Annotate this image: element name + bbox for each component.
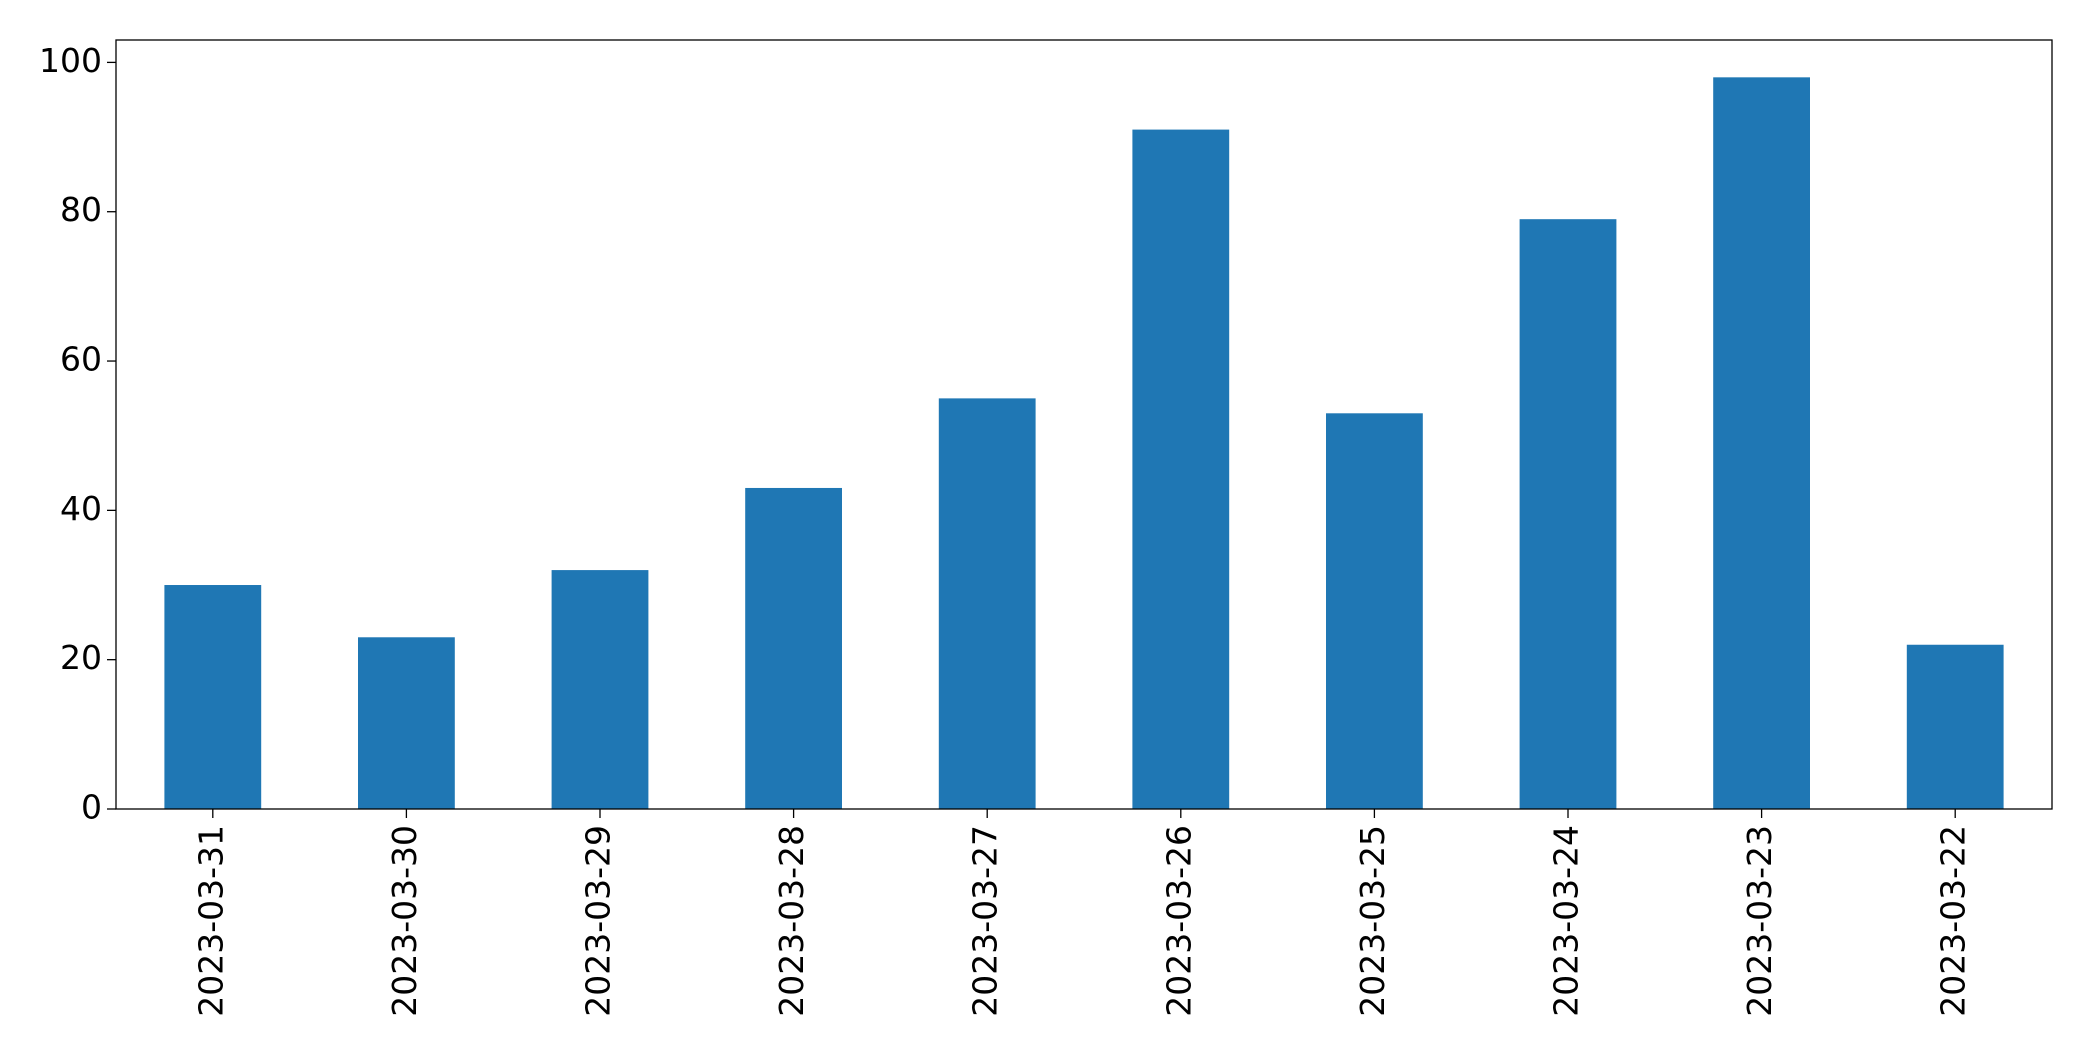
y-tick-label: 40 xyxy=(60,489,102,528)
x-tick-label: 2023-03-31 xyxy=(191,825,230,1017)
x-tick-label: 2023-03-26 xyxy=(1159,825,1198,1017)
bar xyxy=(1519,219,1617,810)
bar xyxy=(358,637,455,809)
bar xyxy=(1906,644,2004,809)
y-tick-label: 0 xyxy=(81,788,102,827)
x-tick-label: 2023-03-24 xyxy=(1547,825,1586,1017)
bar xyxy=(551,570,649,809)
bar xyxy=(1132,129,1230,810)
y-tick-label: 20 xyxy=(60,638,102,677)
x-tick-label: 2023-03-27 xyxy=(966,825,1005,1017)
y-tick-label: 80 xyxy=(60,190,102,229)
y-tick-label: 60 xyxy=(60,340,102,379)
x-tick-label: 2023-03-29 xyxy=(579,825,618,1017)
x-tick-label: 2023-03-22 xyxy=(1934,825,1973,1017)
x-tick-label: 2023-03-23 xyxy=(1740,825,1779,1017)
bar xyxy=(745,487,842,809)
x-tick-label: 2023-03-30 xyxy=(385,825,424,1017)
x-tick-label: 2023-03-25 xyxy=(1353,825,1392,1017)
y-tick-label: 100 xyxy=(39,41,102,80)
bar xyxy=(1326,413,1423,809)
bar xyxy=(938,398,1036,809)
bar xyxy=(1713,77,1810,810)
axes-frame xyxy=(115,39,2053,810)
x-tick-label: 2023-03-28 xyxy=(772,825,811,1017)
bar xyxy=(164,585,262,809)
